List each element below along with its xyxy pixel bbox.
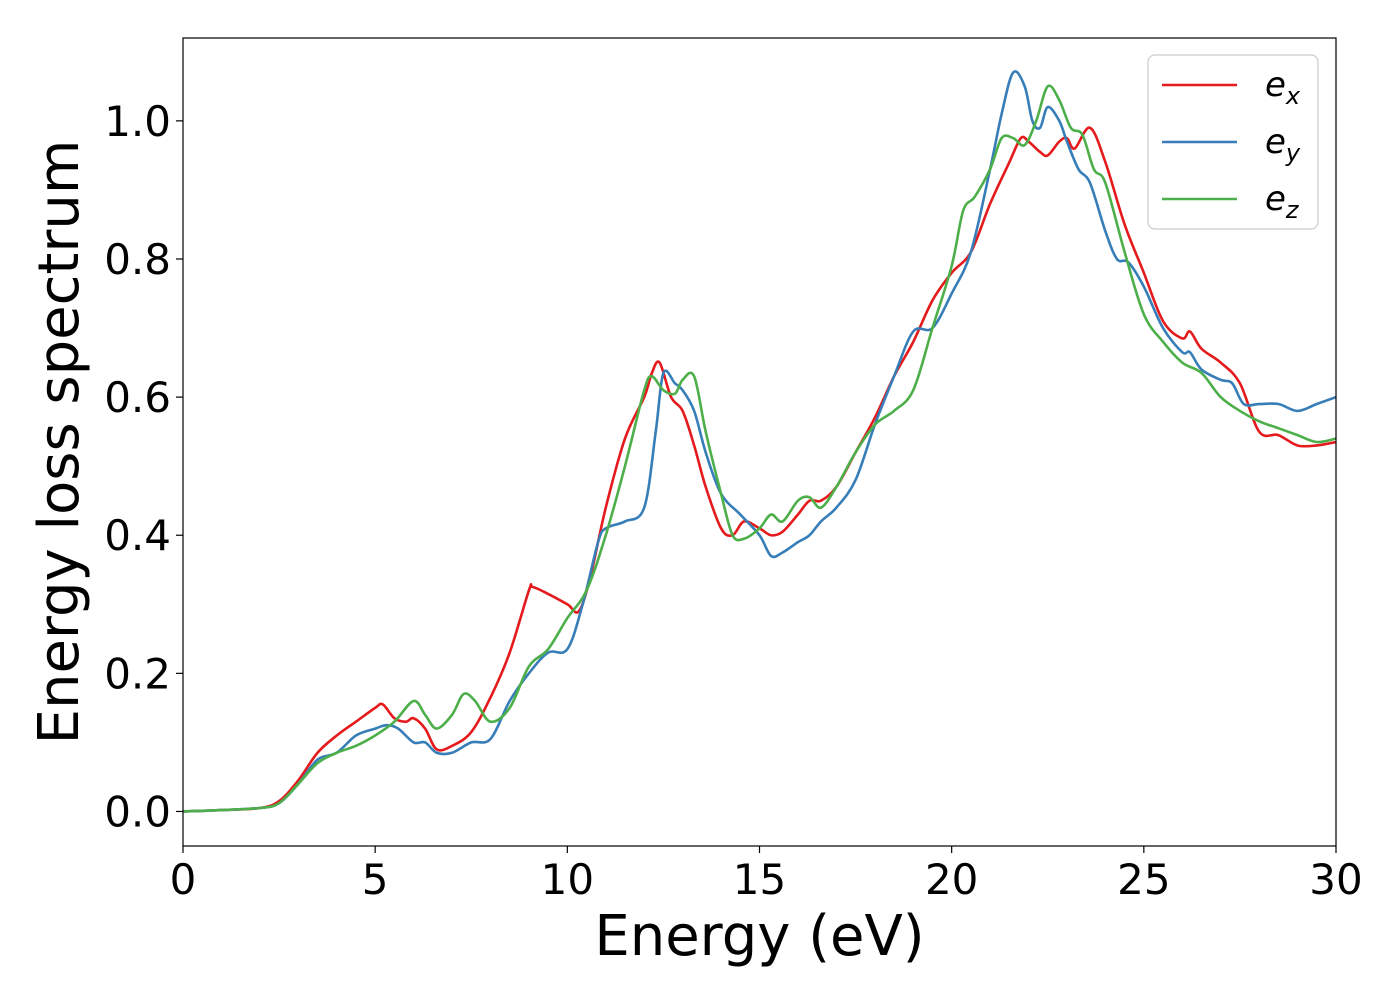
series-line-z <box>183 84 1336 813</box>
y-axis-label: Energy loss spectrum <box>27 140 92 745</box>
y-tick-label: 0.2 <box>104 649 171 698</box>
x-tick-label: 10 <box>541 855 594 904</box>
x-axis-label: Energy (eV) <box>594 904 924 969</box>
x-tick-label: 30 <box>1309 855 1362 904</box>
series-line-x <box>183 126 1336 813</box>
y-tick-label: 0.6 <box>104 373 171 422</box>
y-tick-label: 0.0 <box>104 787 171 836</box>
ticks-layer: 0 5 10 15 20 25 30 0.0 0.2 0.4 0.6 0.8 1.0 <box>104 97 1363 904</box>
series-line-y <box>183 70 1336 813</box>
x-tick-label: 25 <box>1117 855 1170 904</box>
legend-label-x: ex <box>1265 65 1301 110</box>
y-tick-label: 0.4 <box>104 511 171 560</box>
y-tick-label: 0.8 <box>104 235 171 284</box>
legend: ex ey ez <box>1147 54 1319 230</box>
x-tick-label: 5 <box>362 855 389 904</box>
legend-label-z: ez <box>1265 179 1300 224</box>
x-tick-label: 15 <box>733 855 786 904</box>
x-tick-label: 20 <box>925 855 978 904</box>
legend-label-y: ey <box>1265 122 1301 167</box>
x-tick-label: 0 <box>170 855 197 904</box>
y-tick-label: 1.0 <box>104 97 171 146</box>
series-layer <box>183 70 1336 813</box>
